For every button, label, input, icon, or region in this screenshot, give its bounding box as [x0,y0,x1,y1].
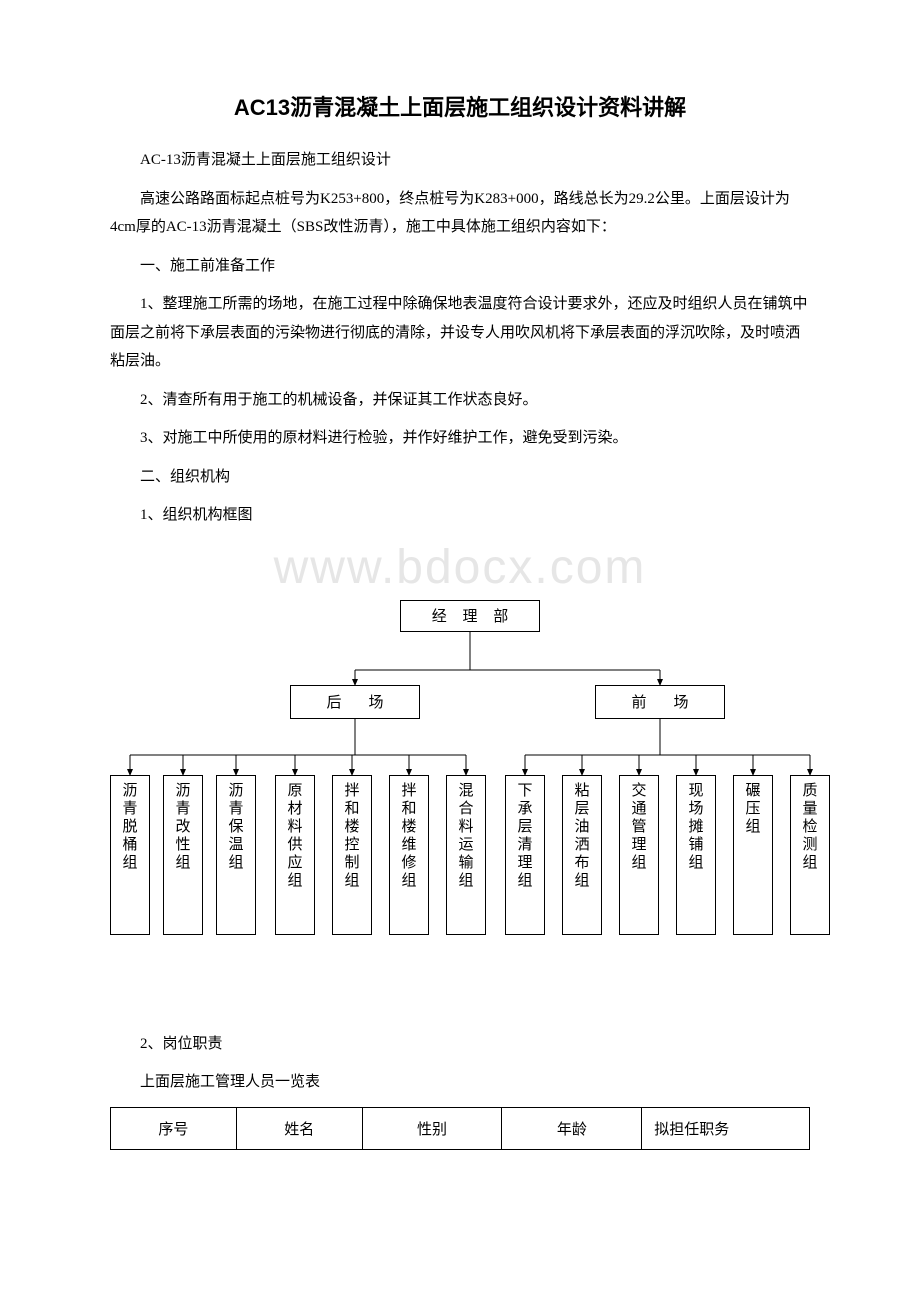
org-leaf-5: 拌和楼维修组 [389,775,429,935]
paragraph: 3、对施工中所使用的原材料进行检验，并作好维护工作，避免受到污染。 [110,424,810,453]
paragraph: 二、组织机构 [110,463,810,492]
paragraph: AC-13沥青混凝土上面层施工组织设计 [110,146,810,175]
org-leaf-7: 下承层清理组 [505,775,545,935]
paragraph: 2、清查所有用于施工的机械设备，并保证其工作状态良好。 [110,386,810,415]
th-age: 年龄 [502,1107,642,1149]
org-chart: 经 理 部后 场 前 场沥青脱桶组沥青改性组沥青保温组原材料供应组拌和楼控制组拌和… [110,570,830,990]
org-leaf-2: 沥青保温组 [216,775,256,935]
org-mid-0: 后 场 [290,685,420,719]
paragraph: 1、组织机构框图 [110,501,810,530]
org-leaf-9: 交通管理组 [619,775,659,935]
org-leaf-10: 现场摊铺组 [676,775,716,935]
paragraph: 一、施工前准备工作 [110,252,810,281]
org-leaf-4: 拌和楼控制组 [332,775,372,935]
paragraph: 高速公路路面标起点桩号为K253+800，终点桩号为K283+000，路线总长为… [110,185,810,242]
th-seq: 序号 [111,1107,237,1149]
paragraph: 上面层施工管理人员一览表 [110,1068,810,1097]
paragraph: 1、整理施工所需的场地，在施工过程中除确保地表温度符合设计要求外，还应及时组织人… [110,290,810,376]
th-gender: 性别 [362,1107,502,1149]
doc-title: AC13沥青混凝土上面层施工组织设计资料讲解 [110,90,810,122]
org-leaf-1: 沥青改性组 [163,775,203,935]
paragraph: 2、岗位职责 [110,1030,810,1059]
org-leaf-12: 质量检测组 [790,775,830,935]
org-root: 经 理 部 [400,600,540,632]
org-leaf-6: 混合料运输组 [446,775,486,935]
personnel-table: 序号 姓名 性别 年龄 拟担任职务 [110,1107,810,1150]
org-mid-1: 前 场 [595,685,725,719]
org-leaf-0: 沥青脱桶组 [110,775,150,935]
org-leaf-11: 碾压组 [733,775,773,935]
th-role: 拟担任职务 [642,1107,810,1149]
org-leaf-3: 原材料供应组 [275,775,315,935]
table-header-row: 序号 姓名 性别 年龄 拟担任职务 [111,1107,810,1149]
th-name: 姓名 [236,1107,362,1149]
org-leaf-8: 粘层油洒布组 [562,775,602,935]
